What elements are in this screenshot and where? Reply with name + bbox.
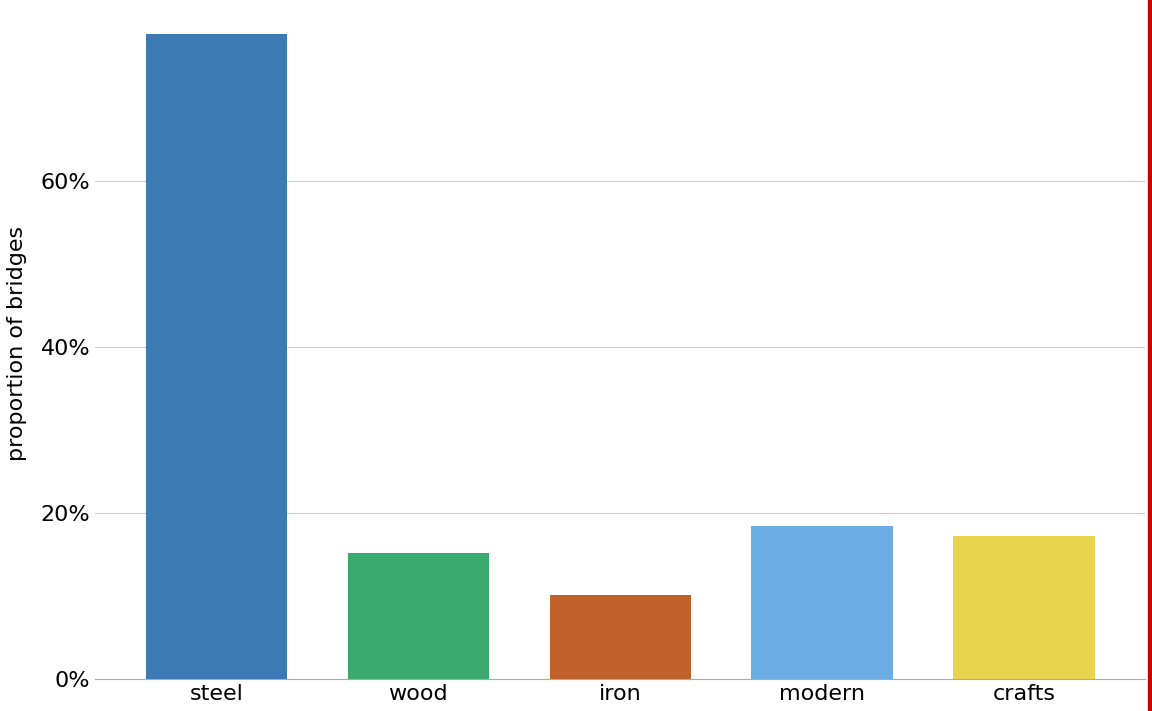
Bar [550,595,691,679]
Bar [146,34,287,679]
Y-axis label: proportion of bridges: proportion of bridges [7,225,26,461]
Bar [348,553,488,679]
Bar [953,536,1094,679]
Text: bad: bad [1151,7,1152,49]
Bar [751,525,893,679]
